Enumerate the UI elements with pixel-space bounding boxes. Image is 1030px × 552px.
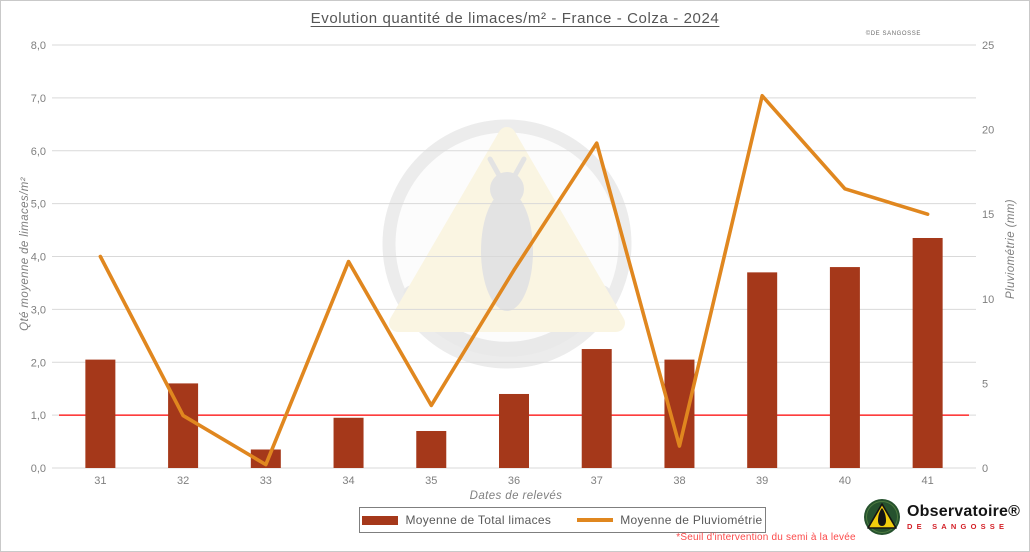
y-axis-tick-left: 5,0 [31,199,46,211]
y-axis-tick-left: 2,0 [31,357,46,369]
y-axis-tick-left: 1,0 [31,410,46,422]
bar [416,430,447,468]
brand-text: Observatoire® DE SANGOSSE [907,502,1021,531]
bar [85,359,116,468]
bar [333,417,364,468]
y-axis-tick-left: 8,0 [31,40,46,52]
x-axis-tick-label: 37 [591,475,603,487]
y-axis-tick-right: 0 [982,463,988,475]
legend: Moyenne de Total limaces Moyenne de Pluv… [359,507,766,533]
bar [250,449,281,468]
y-axis-tick-right: 25 [982,40,994,52]
bar [581,349,612,468]
legend-item-bars: Moyenne de Total limaces [362,513,551,527]
legend-label-line: Moyenne de Pluviométrie [620,513,763,527]
copyright-text: ©DE SANGOSSE [865,31,921,37]
y-axis-tick-right: 15 [982,209,994,221]
y-axis-tick-left: 4,0 [31,252,46,264]
x-axis-tick-label: 34 [342,475,354,487]
line-series-swatch [577,518,614,522]
x-axis-tick-label: 36 [508,475,520,487]
x-axis-title: Dates de relevés [469,490,563,502]
bar [499,393,529,468]
y-axis-tick-right: 10 [982,294,994,306]
legend-item-line: Moyenne de Pluviométrie [577,513,762,527]
y-axis-tick-right: 5 [982,378,988,390]
brand-slug-triangle-icon [864,499,900,535]
bar-series-swatch [362,515,399,525]
y-axis-title-left: Qté moyenne de limaces/m² [19,177,31,331]
y-axis-tick-right: 20 [982,125,994,137]
brand-logo: Observatoire® DE SANGOSSE [863,498,1020,536]
y-axis-tick-left: 6,0 [31,146,46,158]
x-axis-tick-label: 32 [177,475,189,487]
x-axis-tick-label: 39 [756,475,768,487]
x-axis-tick-label: 40 [839,475,851,487]
watermark-logo [382,119,632,369]
bar [829,267,860,468]
y-axis-tick-left: 3,0 [31,304,46,316]
x-axis-tick-label: 33 [260,475,272,487]
bar [747,272,778,468]
x-axis-tick-label: 35 [425,475,437,487]
y-axis-title-right: Pluviométrie (mm) [1005,198,1017,300]
legend-label-bars: Moyenne de Total limaces [405,513,552,527]
chart-title: Evolution quantité de limaces/m² - Franc… [310,10,720,27]
y-axis-tick-left: 7,0 [31,93,46,105]
y-axis-tick-left: 0,0 [31,463,46,475]
rainfall-line [98,93,930,467]
brand-name: Observatoire® [907,502,1021,520]
brand-subtitle: DE SANGOSSE [907,521,1009,531]
threshold-footnote: *Seuil d'intervention du semi à la levée [676,532,856,543]
x-axis-tick-label: 31 [94,475,106,487]
x-axis-tick-label: 38 [673,475,685,487]
bar [912,237,943,468]
x-axis-tick-label: 41 [922,475,934,487]
